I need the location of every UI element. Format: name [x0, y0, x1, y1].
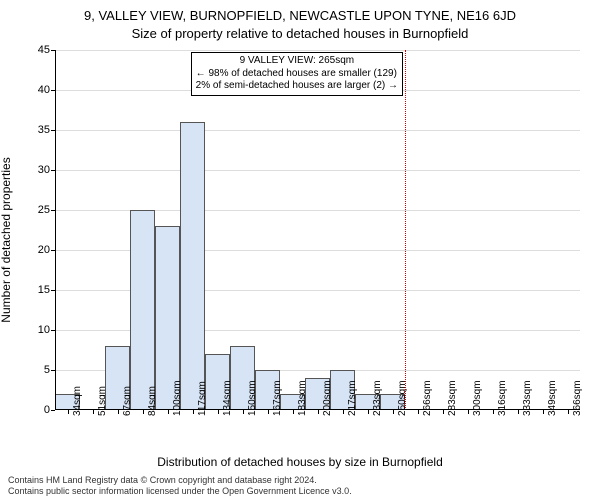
- x-tick-mark: [68, 410, 69, 414]
- annotation-line-1: 9 VALLEY VIEW: 265sqm: [196, 55, 398, 68]
- y-axis-line: [55, 50, 56, 410]
- histogram-bar: [130, 210, 155, 410]
- x-tick-mark: [118, 410, 119, 414]
- grid-line: [55, 50, 580, 51]
- footer-attribution: Contains HM Land Registry data © Crown c…: [8, 475, 592, 496]
- y-tick-label: 0: [20, 404, 50, 416]
- x-axis-line: [55, 409, 580, 410]
- x-tick-mark: [568, 410, 569, 414]
- x-tick-mark: [443, 410, 444, 414]
- x-tick-mark: [193, 410, 194, 414]
- grid-line: [55, 130, 580, 131]
- x-tick-mark: [318, 410, 319, 414]
- x-tick-mark: [218, 410, 219, 414]
- x-tick-mark: [393, 410, 394, 414]
- annotation-box: 9 VALLEY VIEW: 265sqm← 98% of detached h…: [191, 52, 403, 96]
- title-line-2: Size of property relative to detached ho…: [0, 26, 600, 41]
- plot-area: 05101520253035404534sqm51sqm67sqm84sqm10…: [55, 50, 580, 410]
- y-tick-label: 15: [20, 284, 50, 296]
- x-tick-mark: [168, 410, 169, 414]
- y-tick-label: 30: [20, 164, 50, 176]
- x-tick-mark: [268, 410, 269, 414]
- x-tick-mark: [243, 410, 244, 414]
- histogram-bar: [180, 122, 205, 410]
- y-tick-label: 5: [20, 364, 50, 376]
- x-tick-mark: [493, 410, 494, 414]
- chart-container: 9, VALLEY VIEW, BURNOPFIELD, NEWCASTLE U…: [0, 0, 600, 500]
- y-tick-label: 25: [20, 204, 50, 216]
- marker-line: [405, 50, 406, 410]
- grid-line: [55, 170, 580, 171]
- y-axis-label: Number of detached properties: [0, 157, 13, 322]
- x-tick-mark: [543, 410, 544, 414]
- footer-line-1: Contains HM Land Registry data © Crown c…: [8, 475, 592, 485]
- title-line-1: 9, VALLEY VIEW, BURNOPFIELD, NEWCASTLE U…: [0, 8, 600, 23]
- annotation-line-3: 2% of semi-detached houses are larger (2…: [196, 80, 398, 93]
- y-tick-label: 20: [20, 244, 50, 256]
- x-tick-mark: [368, 410, 369, 414]
- y-tick-label: 40: [20, 84, 50, 96]
- x-tick-mark: [293, 410, 294, 414]
- annotation-line-2: ← 98% of detached houses are smaller (12…: [196, 68, 398, 81]
- y-tick-label: 10: [20, 324, 50, 336]
- x-tick-mark: [468, 410, 469, 414]
- y-tick-label: 45: [20, 44, 50, 56]
- x-tick-mark: [143, 410, 144, 414]
- footer-line-2: Contains public sector information licen…: [8, 486, 592, 496]
- x-tick-mark: [93, 410, 94, 414]
- x-tick-mark: [418, 410, 419, 414]
- x-tick-mark: [518, 410, 519, 414]
- x-tick-mark: [343, 410, 344, 414]
- y-tick-mark: [51, 410, 55, 411]
- y-tick-label: 35: [20, 124, 50, 136]
- x-axis-label: Distribution of detached houses by size …: [0, 455, 600, 469]
